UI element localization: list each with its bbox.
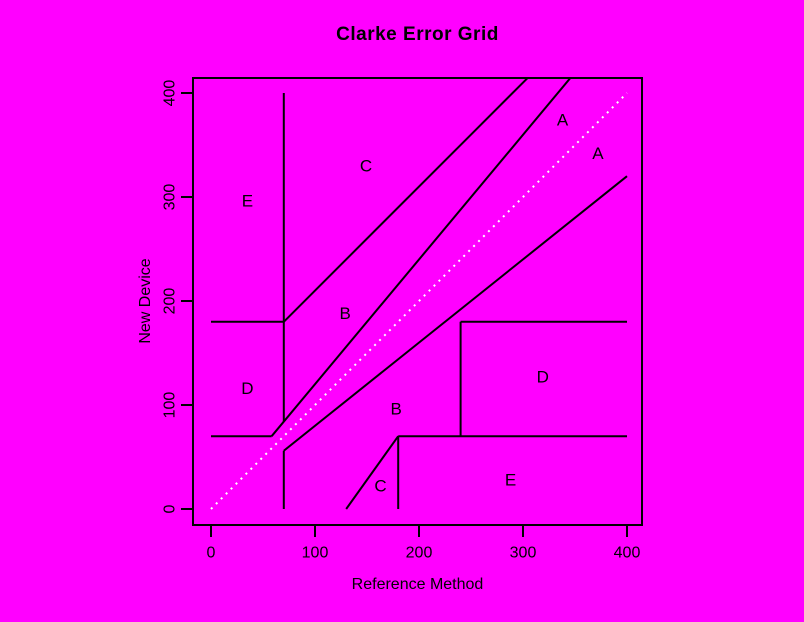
zone-label-B: B <box>390 400 401 419</box>
zone-label-E: E <box>505 470 516 489</box>
y-axis-title: New Device <box>137 258 154 344</box>
y-tick-label: 200 <box>162 288 179 315</box>
chart-title: Clarke Error Grid <box>336 24 499 45</box>
y-tick-label: 0 <box>162 504 179 513</box>
y-tick-label: 100 <box>162 392 179 419</box>
zone-boundary-line <box>270 79 571 437</box>
zone-label-D: D <box>537 367 549 386</box>
zone-label-E: E <box>242 192 253 211</box>
zone-boundary-line <box>283 79 529 323</box>
zone-boundary-line <box>345 435 400 510</box>
zone-label-C: C <box>360 156 372 175</box>
y-tick-label: 400 <box>162 80 179 107</box>
x-tick-label: 300 <box>510 545 537 562</box>
y-tick-label: 300 <box>162 184 179 211</box>
x-tick-label: 400 <box>614 545 641 562</box>
x-axis-title: Reference Method <box>351 576 484 593</box>
identity-line <box>210 92 628 510</box>
zone-label-B: B <box>339 304 350 323</box>
x-tick-label: 100 <box>302 545 329 562</box>
zone-boundary-line <box>283 175 628 452</box>
zone-label-D: D <box>241 379 253 398</box>
zone-label-C: C <box>374 477 386 496</box>
x-tick-label: 200 <box>406 545 433 562</box>
zone-label-A: A <box>592 144 604 163</box>
x-tick-label: 0 <box>207 545 216 562</box>
zone-label-A: A <box>557 111 569 130</box>
plot-box <box>192 77 643 526</box>
